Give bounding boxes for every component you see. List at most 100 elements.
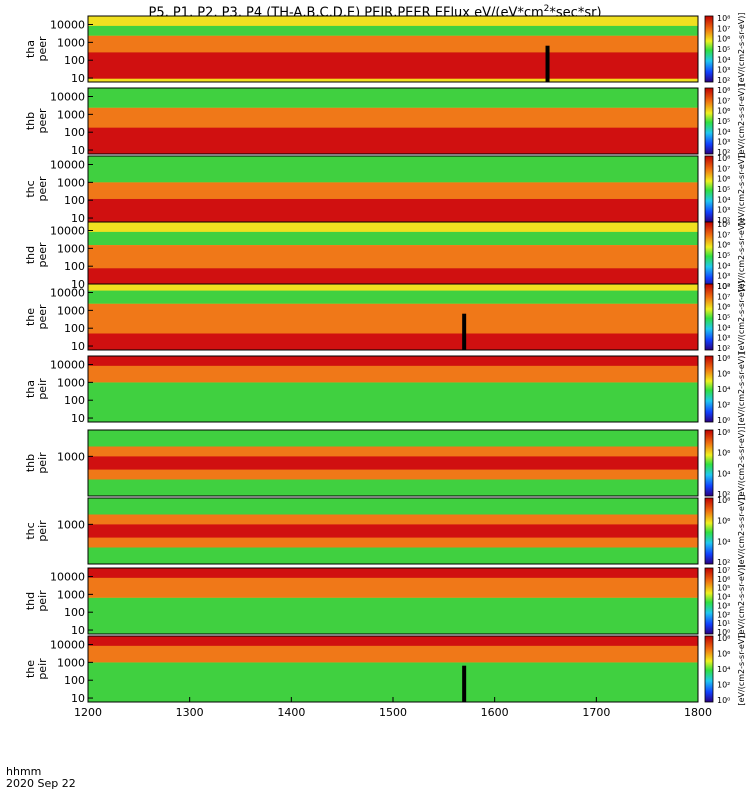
y-tick-label: 100	[64, 674, 85, 687]
panel-label-line: thb	[24, 112, 37, 130]
x-axis: 1200 1300 1400 1500 1600 1700 1800	[74, 697, 712, 719]
panel-label: tha peer	[24, 36, 49, 62]
y-tick-label: 10	[71, 624, 85, 637]
colorbar-tick-label: 10³	[717, 272, 730, 281]
y-tick-label: 1000	[57, 588, 85, 601]
colorbar	[704, 15, 714, 83]
x-tick-label: 1800	[684, 706, 712, 719]
spectrogram-band-cool	[88, 662, 698, 702]
y-tick-label: 10	[71, 278, 85, 291]
spectrogram-band-warm	[88, 182, 698, 199]
colorbar-tick-label: 10⁵	[717, 45, 730, 54]
colorbar-tick-label: 10⁷	[717, 24, 730, 33]
colorbar-unit-label: [eV/(cm2-s-sr-eV)]	[737, 426, 746, 499]
y-tick-label: 100	[64, 54, 85, 67]
colorbar-unit-label: [eV/(cm2-s-sr-eV)]	[737, 352, 746, 425]
colorbar-tick-label: 10⁰	[717, 416, 730, 425]
spectrogram-band-warm	[88, 107, 698, 128]
colorbar-tick-label: 10⁸	[717, 354, 730, 363]
panel-frame	[87, 87, 699, 155]
colorbar-tick-label: 10⁸	[717, 634, 730, 643]
colorbar-tick-label: 10⁵	[717, 584, 730, 593]
panel-frame	[87, 567, 699, 635]
colorbar	[704, 87, 714, 155]
colorbar-unit-label: [eV/(cm2-s-sr-eV)]	[737, 12, 746, 85]
spectrogram-band-cool	[88, 382, 698, 422]
x-tick-label: 1700	[582, 706, 610, 719]
event-spike	[462, 313, 467, 350]
colorbar-tick-label: 10³	[717, 601, 730, 610]
y-tick-label: 1000	[57, 376, 85, 389]
spectrogram-band-warm	[88, 645, 698, 663]
panel-label: thc peer	[24, 176, 49, 202]
panel-label-line: tha	[24, 380, 37, 398]
colorbar-tick-label: 10⁴	[717, 665, 730, 674]
y-tick-label: 10	[71, 340, 85, 353]
colorbar-tick-label: 10⁷	[717, 164, 730, 173]
spectrogram-band-hot	[88, 456, 698, 470]
panel-thb-peir: 1000 thb peir 10⁸ 10⁶ 10⁴ 10² [eV/(cm2-s-sr-eV)…	[24, 426, 746, 499]
y-tick-label: 1000	[57, 108, 85, 121]
colorbar-tick-label: 10⁴	[717, 537, 730, 546]
y-tick-label: 10000	[50, 571, 85, 584]
colorbar-tick-label: 10⁶	[717, 650, 730, 659]
colorbar-tick-label: 10⁶	[717, 575, 730, 584]
spectrogram-band-cool	[88, 231, 698, 246]
colorbar-tick-label: 10⁴	[717, 385, 730, 394]
colorbar-unit-label: [eV/(cm2-s-sr-eV)]	[737, 84, 746, 157]
y-tick-label: 1000	[57, 304, 85, 317]
spectrogram-band-hot	[88, 52, 698, 79]
x-tick-label: 1400	[277, 706, 305, 719]
panel-frame	[87, 497, 699, 565]
colorbar-tick-label: 10⁵	[717, 251, 730, 260]
colorbar-tick-label: 10¹	[717, 619, 730, 628]
spectrogram-band-hot	[88, 524, 698, 538]
panel-label-line: peir	[36, 658, 49, 680]
y-tick-label: 100	[64, 260, 85, 273]
y-tick-label: 10000	[50, 159, 85, 172]
colorbar-tick-label: 10⁴	[717, 127, 730, 136]
panel-label-line: the	[24, 660, 37, 678]
spectrogram-band-hot	[88, 333, 698, 350]
panel-label: the peir	[24, 658, 49, 680]
y-tick-label: 10000	[50, 19, 85, 32]
panel-label: thd peer	[24, 242, 49, 268]
spectrogram-band-cool	[88, 88, 698, 108]
spectrogram-band-hot	[88, 636, 698, 646]
panel-label-line: peir	[36, 378, 49, 400]
colorbar-tick-label: 10⁷	[717, 566, 730, 575]
panel-label-line: peer	[36, 108, 49, 134]
colorbar-unit-label: [eV/(cm2-s-sr-eV)]	[737, 280, 746, 353]
panel-label-line: peer	[36, 36, 49, 62]
spectrogram-band-warm	[88, 577, 698, 598]
colorbar-tick-label: 10⁸	[717, 282, 730, 291]
colorbar	[704, 429, 714, 497]
spectrogram-band-hot	[88, 198, 698, 222]
panel-label-line: peer	[36, 304, 49, 330]
x-tick-label: 1300	[176, 706, 204, 719]
y-tick-label: 1000	[57, 450, 85, 463]
colorbar-tick-label: 10⁷	[717, 96, 730, 105]
colorbar	[704, 155, 714, 223]
panel-label-line: peer	[36, 176, 49, 202]
y-tick-label: 100	[64, 606, 85, 619]
y-tick-label: 1000	[57, 36, 85, 49]
panel-label: thb peir	[24, 452, 49, 474]
colorbar-tick-label: 10⁵	[717, 313, 730, 322]
y-tick-label: 1000	[57, 656, 85, 669]
y-tick-label: 10000	[50, 639, 85, 652]
colorbar-tick-label: 10⁶	[717, 175, 730, 184]
panel-frame	[87, 355, 699, 423]
spectrogram-band-cool	[88, 290, 698, 304]
colorbar-tick-label: 10⁵	[717, 117, 730, 126]
spectrogram-band-cool	[88, 597, 698, 634]
colorbar-tick-label: 10⁶	[717, 107, 730, 116]
x-tick-label: 1200	[74, 706, 102, 719]
panel-label-line: peer	[36, 242, 49, 268]
y-tick-label: 100	[64, 194, 85, 207]
y-tick-label: 100	[64, 126, 85, 139]
colorbar-tick-label: 10⁶	[717, 303, 730, 312]
panel-label: the peer	[24, 304, 49, 330]
